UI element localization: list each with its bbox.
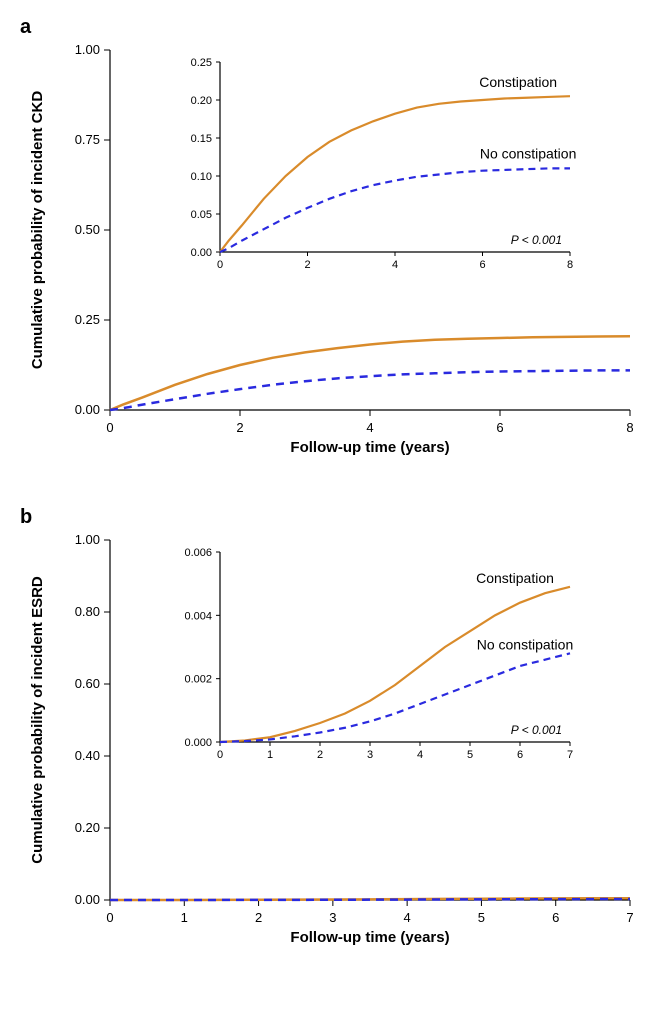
label-no-constipation: No constipation: [480, 145, 577, 161]
svg-text:0.10: 0.10: [191, 171, 212, 183]
svg-text:0.00: 0.00: [191, 247, 212, 259]
svg-text:6: 6: [479, 259, 485, 271]
svg-text:0.40: 0.40: [75, 748, 100, 763]
inset-chart: 0 1 2 3 4 5 6 7 0.000 0.002 0.004 0.006 Constipation…: [184, 547, 573, 761]
svg-text:0.20: 0.20: [191, 95, 212, 107]
svg-text:2: 2: [304, 259, 310, 271]
svg-text:0: 0: [217, 259, 223, 271]
svg-text:3: 3: [367, 749, 373, 761]
svg-text:0.60: 0.60: [75, 676, 100, 691]
svg-text:1.00: 1.00: [75, 42, 100, 57]
x-axis-title: Follow-up time (years): [290, 439, 449, 456]
svg-text:0.15: 0.15: [191, 133, 212, 145]
svg-text:2: 2: [236, 420, 243, 435]
inset-chart: 0 2 4 6 8 0.00 0.05 0.10 0.15 0.20 0.25 Constipatio…: [191, 57, 577, 271]
svg-text:0: 0: [106, 910, 113, 925]
label-no-constipation: No constipation: [477, 637, 574, 653]
p-value: P < 0.001: [511, 723, 562, 737]
y-axis-title: Cumulative probability of incident CKD: [29, 91, 46, 370]
svg-text:0.00: 0.00: [75, 892, 100, 907]
svg-text:0.25: 0.25: [75, 312, 100, 327]
panel-b-label: b: [20, 506, 32, 529]
svg-text:6: 6: [552, 910, 559, 925]
svg-text:0.004: 0.004: [184, 610, 212, 622]
svg-text:1: 1: [181, 910, 188, 925]
svg-text:0.00: 0.00: [75, 402, 100, 417]
svg-text:8: 8: [567, 259, 573, 271]
svg-text:0: 0: [106, 420, 113, 435]
svg-text:0.80: 0.80: [75, 604, 100, 619]
panel-a: a 024680.000.250.500.751.00Cumulative pr…: [20, 20, 652, 470]
svg-text:6: 6: [496, 420, 503, 435]
svg-text:5: 5: [478, 910, 485, 925]
series-constipation: [220, 587, 570, 742]
svg-text:0: 0: [217, 749, 223, 761]
y-axis-title: Cumulative probability of incident ESRD: [29, 576, 46, 864]
svg-text:7: 7: [626, 910, 633, 925]
panel-b: b 012345670.000.200.400.600.801.00Cumula…: [20, 510, 652, 960]
svg-text:1.00: 1.00: [75, 532, 100, 547]
svg-text:0.50: 0.50: [75, 222, 100, 237]
svg-text:0.006: 0.006: [184, 547, 212, 559]
svg-text:0.05: 0.05: [191, 209, 212, 221]
figure: a 024680.000.250.500.751.00Cumulative pr…: [20, 20, 652, 960]
svg-text:4: 4: [417, 749, 423, 761]
svg-text:3: 3: [329, 910, 336, 925]
svg-text:2: 2: [255, 910, 262, 925]
svg-text:8: 8: [626, 420, 633, 435]
svg-text:4: 4: [366, 420, 373, 435]
panel-a-label: a: [20, 16, 31, 39]
series-constipation: [110, 336, 630, 410]
panel-b-chart: 0 1 2 3 4 5 6 7 0.00 0.20 0.40 0.60 0.80 1.00 Cumulati…: [20, 510, 652, 960]
svg-text:0.002: 0.002: [184, 674, 212, 686]
label-constipation: Constipation: [476, 570, 554, 586]
svg-text:7: 7: [567, 749, 573, 761]
svg-text:4: 4: [404, 910, 411, 925]
panel-a-chart: 0 2 4 6 8 0.00 0.25 0.50 0.75 1.00 Cumulative prob…: [20, 20, 652, 470]
series-constipation: [220, 96, 570, 252]
series-no_constipation: [110, 370, 630, 410]
svg-text:0.20: 0.20: [75, 820, 100, 835]
x-axis-title: Follow-up time (years): [290, 929, 449, 946]
svg-text:1: 1: [267, 749, 273, 761]
svg-text:5: 5: [467, 749, 473, 761]
svg-text:2: 2: [317, 749, 323, 761]
label-constipation: Constipation: [479, 74, 557, 90]
svg-text:0.25: 0.25: [191, 57, 212, 69]
svg-text:0.75: 0.75: [75, 132, 100, 147]
p-value: P < 0.001: [511, 233, 562, 247]
svg-text:6: 6: [517, 749, 523, 761]
svg-text:0.000: 0.000: [184, 737, 212, 749]
svg-text:4: 4: [392, 259, 398, 271]
